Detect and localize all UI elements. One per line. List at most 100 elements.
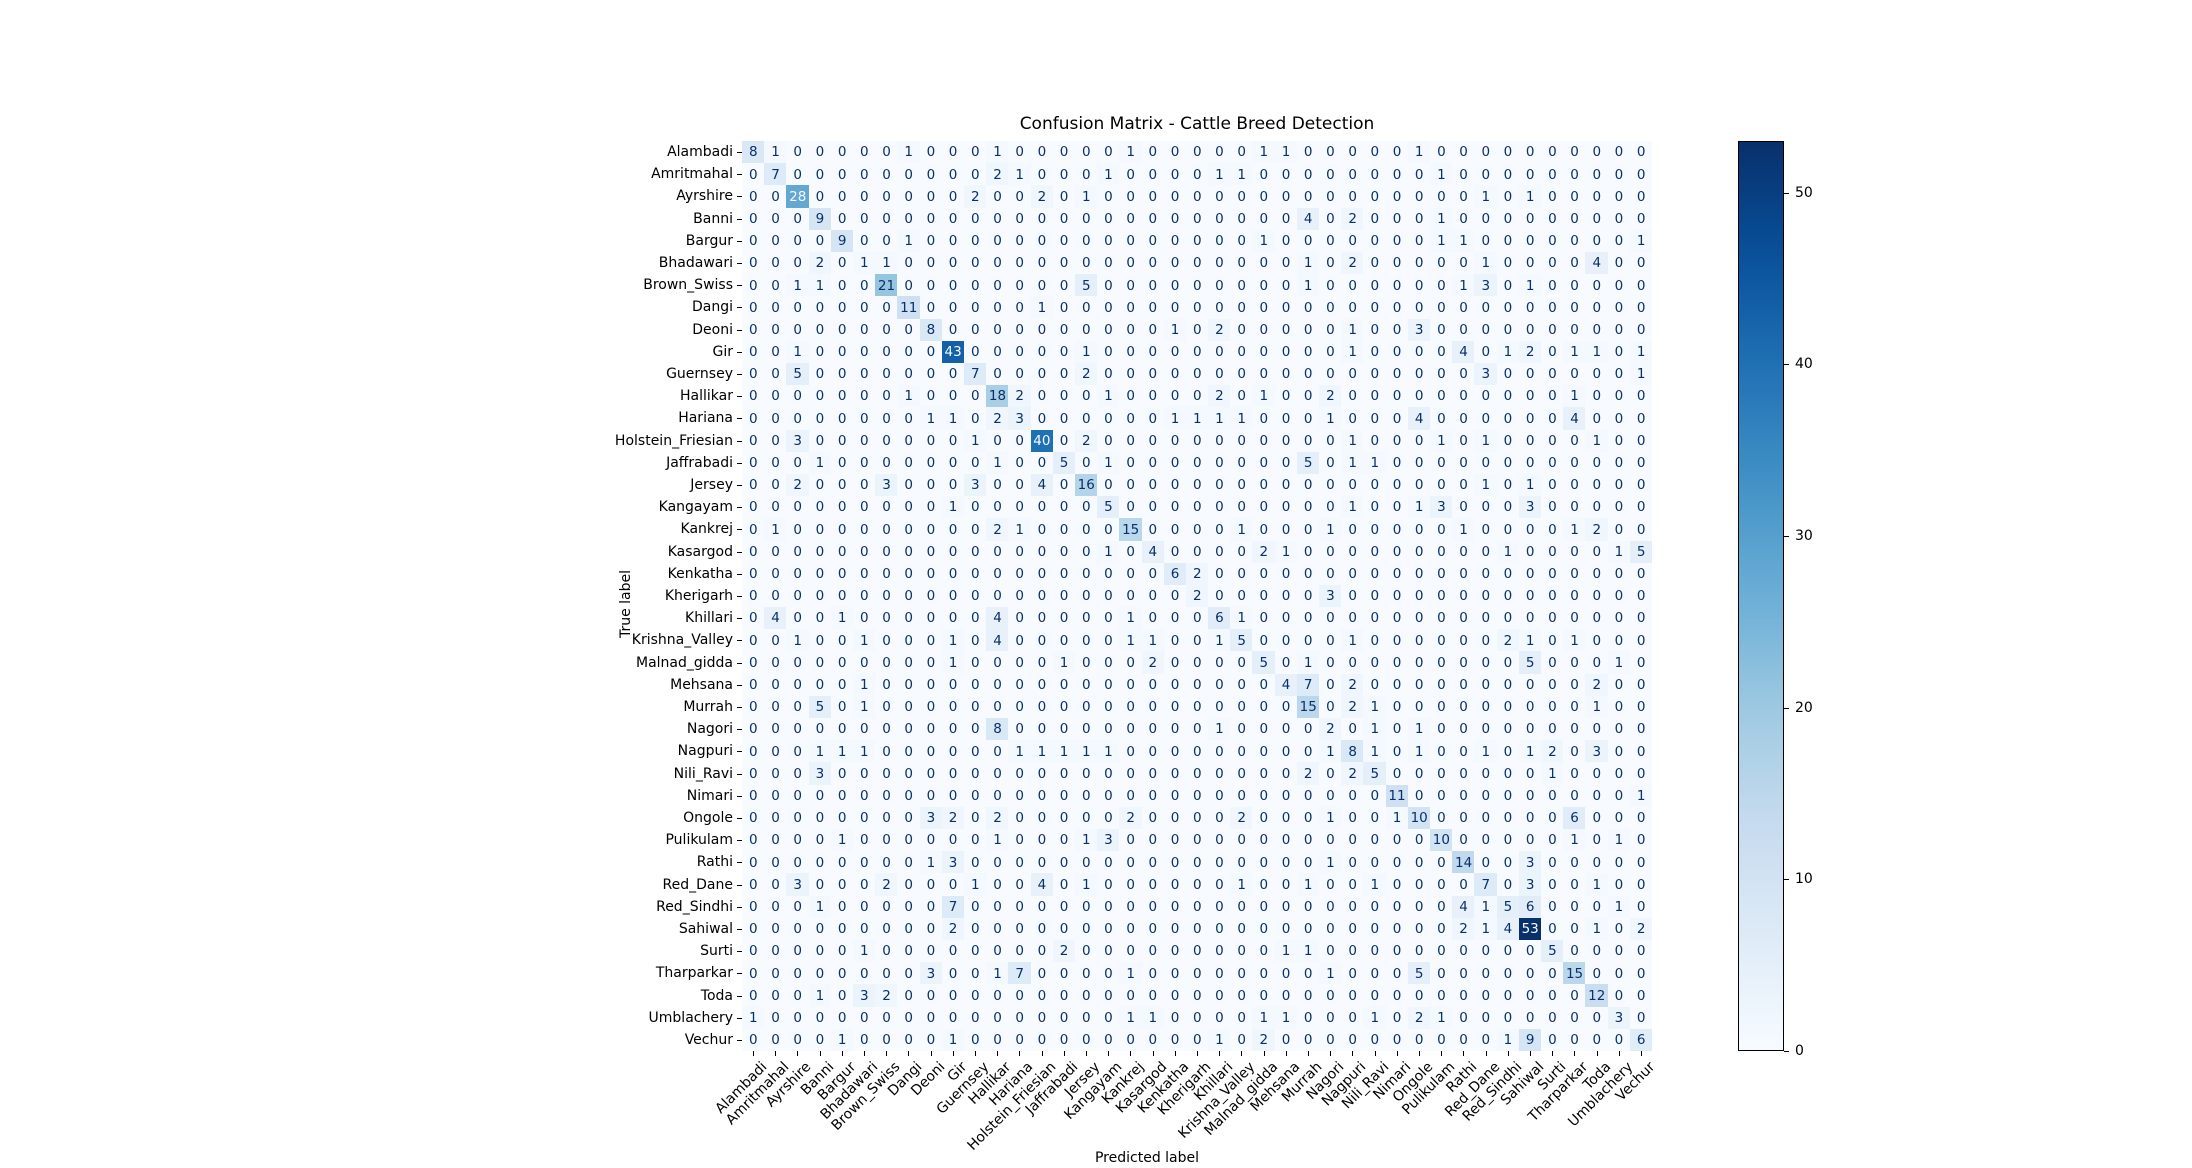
matrix-cell: 0 bbox=[1008, 651, 1032, 675]
matrix-cell: 0 bbox=[1607, 673, 1631, 697]
matrix-cell: 0 bbox=[1163, 984, 1187, 1008]
matrix-cell: 8 bbox=[742, 141, 765, 164]
matrix-cell: 0 bbox=[1541, 651, 1564, 675]
matrix-cell: 0 bbox=[830, 185, 854, 209]
matrix-cell: 0 bbox=[830, 1006, 854, 1030]
matrix-cell: 0 bbox=[1607, 496, 1631, 519]
matrix-cell: 0 bbox=[1541, 607, 1564, 630]
matrix-cell: 0 bbox=[1097, 1028, 1120, 1052]
matrix-cell: 0 bbox=[808, 496, 832, 519]
matrix-cell: 0 bbox=[852, 496, 876, 519]
matrix-cell: 0 bbox=[1230, 784, 1253, 808]
matrix-cell: 0 bbox=[830, 385, 854, 408]
matrix-cell: 1 bbox=[1119, 1006, 1142, 1030]
matrix-cell: 0 bbox=[1052, 873, 1076, 897]
matrix-cell: 0 bbox=[742, 385, 765, 408]
matrix-cell: 0 bbox=[1496, 251, 1520, 275]
matrix-cell: 0 bbox=[1518, 940, 1542, 963]
matrix-cell: 5 bbox=[1629, 540, 1653, 564]
matrix-cell: 0 bbox=[1252, 895, 1276, 919]
matrix-cell: 7 bbox=[1474, 873, 1498, 897]
matrix-cell: 1 bbox=[1008, 518, 1032, 541]
matrix-cell: 0 bbox=[1052, 251, 1076, 275]
matrix-cell: 0 bbox=[1430, 362, 1453, 386]
matrix-cell: 0 bbox=[1541, 473, 1564, 497]
matrix-cell: 4 bbox=[1452, 895, 1475, 919]
matrix-cell: 0 bbox=[808, 1028, 832, 1052]
matrix-cell: 0 bbox=[1296, 229, 1320, 253]
matrix-cell: 0 bbox=[786, 806, 810, 830]
matrix-cell: 2 bbox=[986, 518, 1009, 541]
matrix-cell: 2 bbox=[1208, 318, 1231, 342]
matrix-cell: 0 bbox=[1563, 274, 1586, 297]
matrix-cell: 0 bbox=[1319, 540, 1342, 564]
matrix-cell: 0 bbox=[963, 207, 987, 231]
matrix-cell: 1 bbox=[1274, 141, 1298, 164]
y-tick-label: Mehsana bbox=[670, 676, 733, 693]
matrix-cell: 1 bbox=[1563, 518, 1586, 541]
matrix-cell: 0 bbox=[852, 962, 876, 985]
matrix-cell: 1 bbox=[1407, 141, 1431, 164]
matrix-cell: 0 bbox=[1607, 163, 1631, 186]
matrix-cell: 0 bbox=[1185, 962, 1209, 985]
matrix-cell: 1 bbox=[852, 251, 876, 275]
matrix-cell: 0 bbox=[1585, 829, 1609, 852]
matrix-cell: 0 bbox=[808, 340, 832, 364]
matrix-cell: 1 bbox=[852, 940, 876, 963]
matrix-cell: 0 bbox=[1163, 207, 1187, 231]
matrix-cell: 2 bbox=[786, 473, 810, 497]
matrix-cell: 0 bbox=[875, 762, 898, 786]
y-tick-mark bbox=[737, 551, 742, 553]
matrix-cell: 0 bbox=[1252, 251, 1276, 275]
matrix-cell: 0 bbox=[1452, 318, 1475, 342]
y-tick-label: Ayrshire bbox=[676, 188, 733, 205]
y-tick-mark bbox=[737, 951, 742, 953]
matrix-cell: 0 bbox=[808, 1006, 832, 1030]
matrix-cell: 0 bbox=[1385, 873, 1409, 897]
matrix-cell: 0 bbox=[1141, 451, 1165, 475]
matrix-cell: 1 bbox=[1496, 540, 1520, 564]
matrix-cell: 0 bbox=[1518, 1006, 1542, 1030]
matrix-cell: 0 bbox=[808, 673, 832, 697]
matrix-cell: 0 bbox=[1496, 806, 1520, 830]
matrix-cell: 0 bbox=[1252, 185, 1276, 209]
matrix-cell: 4 bbox=[1563, 407, 1586, 431]
y-tick-label: Alambadi bbox=[667, 144, 733, 161]
matrix-cell: 1 bbox=[1252, 1006, 1276, 1030]
matrix-cell: 1 bbox=[1474, 185, 1498, 209]
matrix-cell: 0 bbox=[875, 651, 898, 675]
matrix-cell: 1 bbox=[941, 1028, 965, 1052]
matrix-cell: 0 bbox=[986, 851, 1009, 874]
matrix-cell: 1 bbox=[986, 451, 1009, 475]
matrix-cell: 0 bbox=[1230, 851, 1253, 874]
matrix-cell: 0 bbox=[1141, 562, 1165, 586]
matrix-cell: 6 bbox=[1208, 607, 1231, 630]
matrix-cell: 0 bbox=[830, 496, 854, 519]
matrix-cell: 0 bbox=[875, 740, 898, 763]
matrix-cell: 0 bbox=[1008, 784, 1032, 808]
matrix-cell: 2 bbox=[1252, 540, 1276, 564]
matrix-cell: 0 bbox=[1119, 407, 1142, 431]
matrix-cell: 8 bbox=[986, 718, 1009, 741]
matrix-cell: 0 bbox=[1585, 651, 1609, 675]
matrix-cell: 2 bbox=[1074, 362, 1098, 386]
matrix-cell: 0 bbox=[786, 673, 810, 697]
matrix-cell: 4 bbox=[1407, 407, 1431, 431]
matrix-cell: 2 bbox=[1185, 584, 1209, 608]
matrix-cell: 0 bbox=[1452, 429, 1475, 453]
y-tick-label: Dangi bbox=[691, 299, 733, 316]
colorbar-tick-mark bbox=[1784, 707, 1789, 709]
matrix-cell: 0 bbox=[1119, 185, 1142, 209]
matrix-cell: 0 bbox=[786, 829, 810, 852]
matrix-cell: 0 bbox=[1296, 917, 1320, 941]
matrix-cell: 0 bbox=[1452, 451, 1475, 475]
matrix-cell: 0 bbox=[963, 629, 987, 652]
matrix-cell: 0 bbox=[897, 829, 921, 852]
matrix-cell: 0 bbox=[1319, 762, 1342, 786]
y-tick-mark bbox=[737, 795, 742, 797]
matrix-cell: 0 bbox=[1163, 518, 1187, 541]
matrix-cell: 0 bbox=[1163, 940, 1187, 963]
matrix-cell: 0 bbox=[764, 318, 787, 342]
matrix-cell: 0 bbox=[1074, 851, 1098, 874]
matrix-cell: 0 bbox=[1008, 762, 1032, 786]
